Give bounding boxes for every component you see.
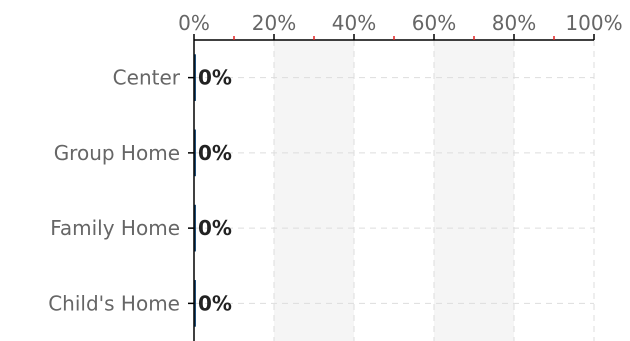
data-label: 0% <box>198 66 232 90</box>
data-label: 0% <box>198 216 232 240</box>
category-label: Group Home <box>54 141 180 165</box>
x-tick-label: 0% <box>178 11 210 35</box>
grid-band <box>434 40 514 341</box>
data-labels: 0% 0% 0% 0% <box>198 66 232 316</box>
x-tick-label: 100% <box>565 11 622 35</box>
bar <box>194 129 196 177</box>
category-label: Center <box>113 66 181 90</box>
data-label: 0% <box>198 291 232 315</box>
x-tick-label: 20% <box>252 11 296 35</box>
x-tick-label: 60% <box>412 11 456 35</box>
bars <box>194 54 196 327</box>
x-tick-label: 40% <box>332 11 376 35</box>
x-tick-labels: 0% 20% 40% 60% 80% 100% <box>178 11 622 35</box>
data-label: 0% <box>198 141 232 165</box>
bar <box>194 54 196 101</box>
x-axis <box>193 34 595 41</box>
grid-lines <box>194 40 595 341</box>
bar <box>194 204 196 252</box>
category-label: Child's Home <box>48 291 180 315</box>
alternating-bands <box>274 40 514 341</box>
x-tick-label: 80% <box>492 11 536 35</box>
grid-band <box>274 40 354 341</box>
y-axis <box>188 40 195 341</box>
bar <box>194 280 196 327</box>
category-label: Family Home <box>50 216 180 240</box>
category-labels: Center Group Home Family Home Child's Home <box>48 66 181 316</box>
